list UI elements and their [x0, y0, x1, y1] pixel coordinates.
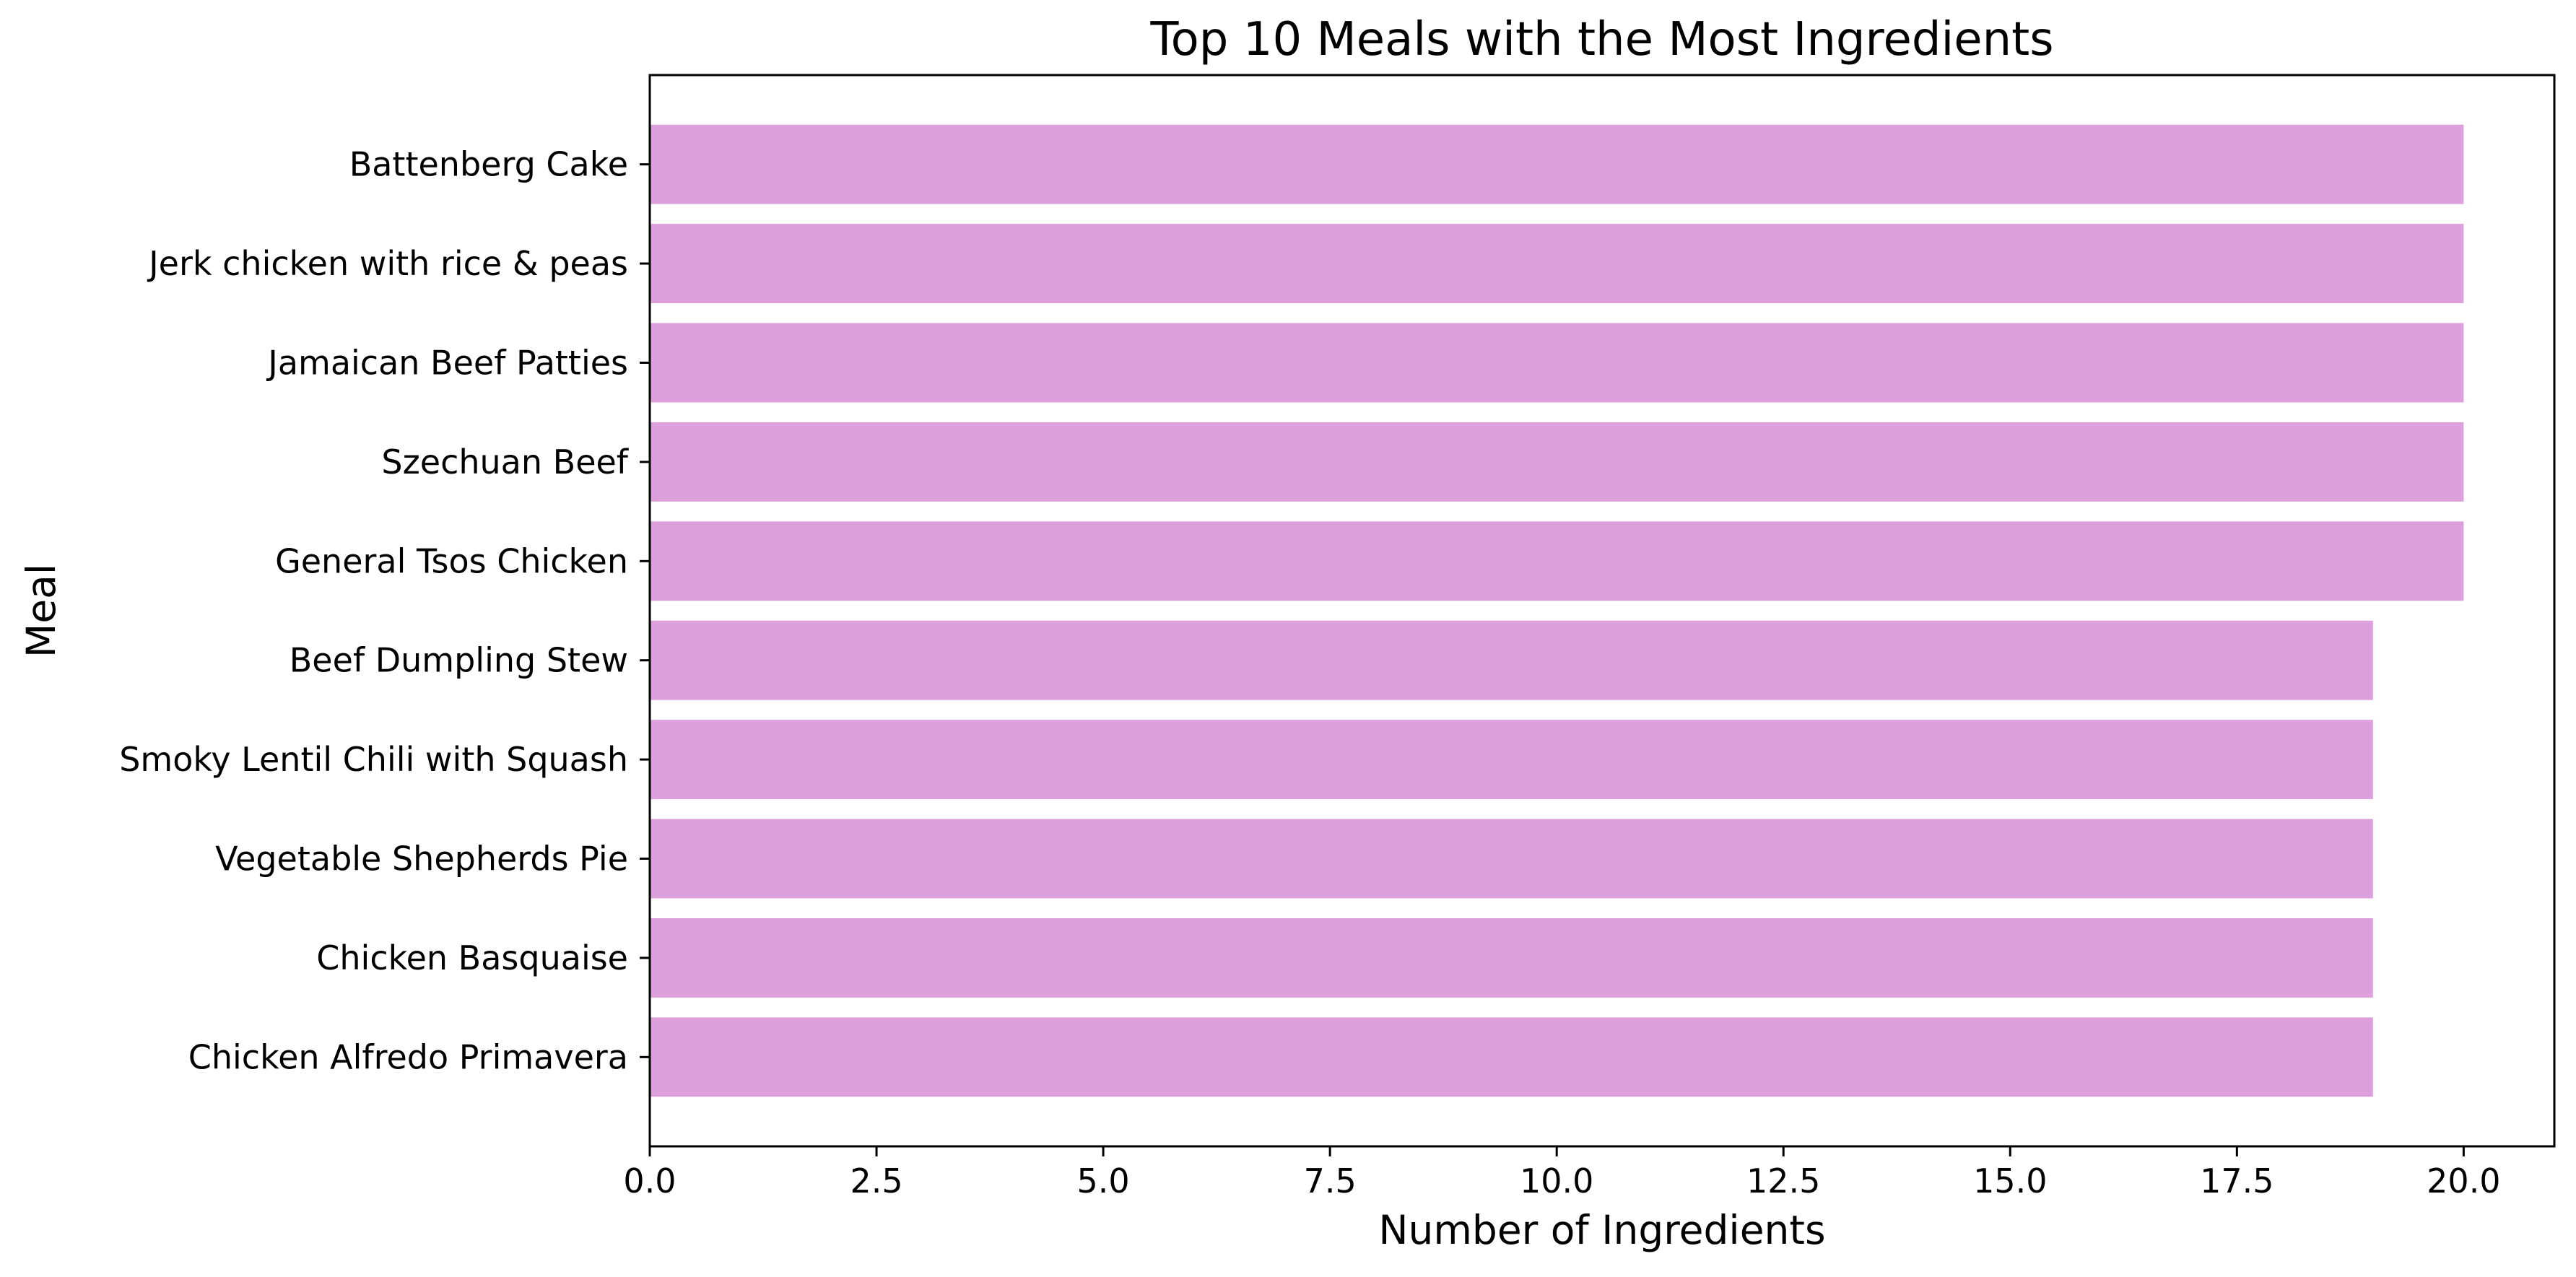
bar-chicken-alfredo-primavera [650, 1017, 2373, 1097]
y-tick-label: Smoky Lentil Chili with Squash [119, 740, 628, 779]
y-tick-label: Szechuan Beef [381, 443, 629, 481]
x-axis-ticks: 0.0 2.5 5.0 7.5 10.0 12.5 15.0 17.5 20.0 [623, 1146, 2501, 1200]
y-tick-label: Vegetable Shepherds Pie [215, 840, 628, 879]
y-tick-label: Chicken Alfredo Primavera [188, 1037, 628, 1076]
y-tick-label: Battenberg Cake [349, 145, 628, 184]
chart-title: Top 10 Meals with the Most Ingredients [1149, 13, 2053, 66]
x-tick-label: 10.0 [1520, 1161, 1593, 1200]
x-tick-label: 20.0 [2427, 1161, 2500, 1200]
bar-general-tsos-chicken [650, 521, 2464, 601]
x-axis-label: Number of Ingredients [1378, 1207, 1825, 1253]
x-tick-label: 12.5 [1746, 1161, 1820, 1200]
y-tick-label: Chicken Basquaise [316, 938, 628, 977]
x-tick-label: 2.5 [850, 1161, 902, 1200]
x-tick-label: 7.5 [1304, 1161, 1357, 1200]
x-tick-label: 15.0 [1973, 1161, 2047, 1200]
bar-jamaican-beef-patties [650, 323, 2464, 403]
bar-smoky-lentil-chili-with-squash [650, 720, 2373, 800]
y-tick-label: Jerk chicken with rice & peas [147, 244, 628, 283]
bar-jerk-chicken-with-rice-peas [650, 224, 2464, 304]
y-tick-label: Jamaican Beef Patties [266, 343, 628, 382]
y-tick-label: Beef Dumpling Stew [290, 641, 628, 680]
bar-chicken-basquaise [650, 918, 2373, 998]
bar-beef-dumpling-stew [650, 620, 2373, 700]
bar-szechuan-beef [650, 422, 2464, 502]
bars-layer [650, 124, 2464, 1097]
x-tick-label: 0.0 [623, 1161, 676, 1200]
y-axis-ticks: Battenberg Cake Jerk chicken with rice & … [119, 145, 650, 1076]
y-tick-label: General Tsos Chicken [275, 541, 628, 580]
x-tick-label: 5.0 [1077, 1161, 1130, 1200]
y-axis-label: Meal [18, 564, 64, 658]
plot-area-frame [648, 74, 2556, 1148]
x-tick-label: 17.5 [2200, 1161, 2273, 1200]
bar-vegetable-shepherds-pie [650, 819, 2373, 899]
bar-battenberg-cake [650, 124, 2464, 204]
